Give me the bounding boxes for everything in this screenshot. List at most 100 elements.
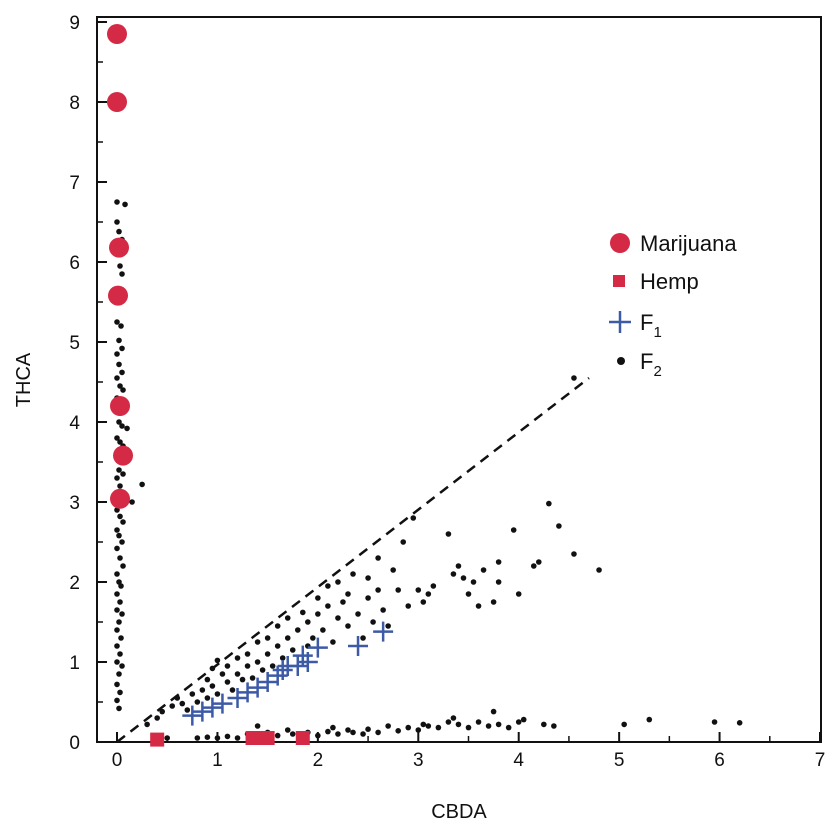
f2-point — [495, 721, 502, 728]
f2-point — [495, 579, 502, 585]
plot-frame — [96, 16, 822, 743]
f2-point — [485, 723, 492, 729]
f2-point — [360, 731, 366, 737]
data-points — [107, 24, 743, 747]
f2-point — [340, 599, 346, 605]
f2-point — [335, 579, 341, 585]
f2-point — [355, 611, 361, 617]
f2-point — [117, 483, 123, 489]
f1-point — [272, 660, 293, 680]
f2-point — [214, 735, 221, 741]
f2-point — [475, 603, 482, 609]
f2-point — [117, 651, 123, 657]
f2-point — [546, 500, 552, 507]
f2-point — [330, 724, 336, 731]
f2-point — [284, 615, 291, 621]
f2-point — [239, 676, 246, 683]
f2-point — [209, 683, 216, 689]
f2-point — [390, 567, 396, 573]
legend-label-text: Marijuana — [640, 231, 737, 256]
f2-point — [465, 724, 472, 731]
y-tick-label: 4 — [69, 413, 80, 434]
y-tick-label: 1 — [69, 653, 80, 674]
f2-point — [159, 708, 165, 715]
f2-point — [430, 583, 437, 589]
f2-point — [515, 591, 522, 597]
y-tick-label: 0 — [69, 733, 80, 754]
y-tick-label: 6 — [69, 253, 80, 274]
f2-point — [425, 591, 432, 597]
f2-point — [375, 587, 381, 593]
f2-point — [117, 599, 123, 605]
f2-point — [284, 727, 291, 733]
f2-point — [114, 319, 120, 325]
f2-point — [139, 481, 145, 488]
f2-point — [114, 571, 120, 577]
f2-point — [117, 383, 123, 389]
f2-point — [199, 687, 206, 693]
f2-point — [410, 515, 417, 521]
x-tick-label: 7 — [815, 750, 826, 771]
f2-point — [490, 599, 497, 605]
f2-point — [571, 375, 577, 381]
legend-marijuana-marker — [610, 233, 630, 253]
f2-point — [189, 691, 196, 697]
legend-label-subscript: 2 — [653, 363, 661, 380]
f2-point — [224, 733, 231, 740]
f2-point — [116, 705, 122, 712]
f2-point — [305, 619, 311, 625]
marijuana-point — [108, 285, 129, 306]
f2-point — [219, 671, 226, 677]
f2-point — [435, 724, 442, 731]
f2-point — [124, 425, 130, 432]
legend-item: Hemp — [613, 269, 699, 294]
f2-point — [244, 651, 251, 657]
f2-point — [335, 731, 341, 737]
f2-point — [350, 729, 356, 736]
f2-point — [279, 655, 286, 661]
f2-point — [556, 523, 562, 529]
y-tick-label: 2 — [69, 573, 80, 594]
f2-point — [116, 419, 122, 425]
f2-point — [330, 639, 336, 645]
hemp-point — [295, 731, 310, 745]
f2-point — [294, 627, 301, 633]
f2-point — [179, 700, 186, 707]
f2-point — [254, 723, 261, 729]
f1-point — [348, 636, 369, 656]
f2-point — [129, 499, 135, 505]
f1-point — [212, 693, 233, 714]
f2-point — [515, 719, 522, 725]
f2-point — [244, 663, 251, 669]
f2-point — [259, 667, 266, 673]
f2-point — [520, 716, 527, 723]
f1-point — [257, 672, 278, 692]
f2-point — [117, 439, 123, 445]
f2-point — [460, 575, 467, 581]
f2-point — [114, 219, 120, 225]
f2-point — [360, 635, 366, 641]
f2-point — [420, 721, 427, 728]
f2-point — [315, 732, 321, 739]
f2-point — [224, 663, 231, 669]
f2-point — [169, 703, 176, 709]
f2-point — [194, 699, 201, 705]
f2-point — [116, 361, 122, 368]
x-tick-label: 6 — [714, 750, 725, 771]
f2-point — [204, 676, 211, 683]
f2-point — [119, 345, 125, 352]
f2-point — [646, 716, 653, 723]
f2-point — [114, 375, 120, 381]
f1-point — [373, 621, 394, 642]
f2-point — [144, 721, 150, 728]
f2-point — [164, 735, 171, 741]
f2-point — [114, 627, 120, 633]
f2-point — [119, 663, 125, 669]
f2-point — [234, 671, 241, 677]
f2-point — [289, 647, 296, 653]
f2-point — [264, 651, 271, 657]
f2-point — [711, 719, 718, 725]
marijuana-point — [109, 237, 130, 258]
y-tick-label: 3 — [69, 493, 80, 514]
